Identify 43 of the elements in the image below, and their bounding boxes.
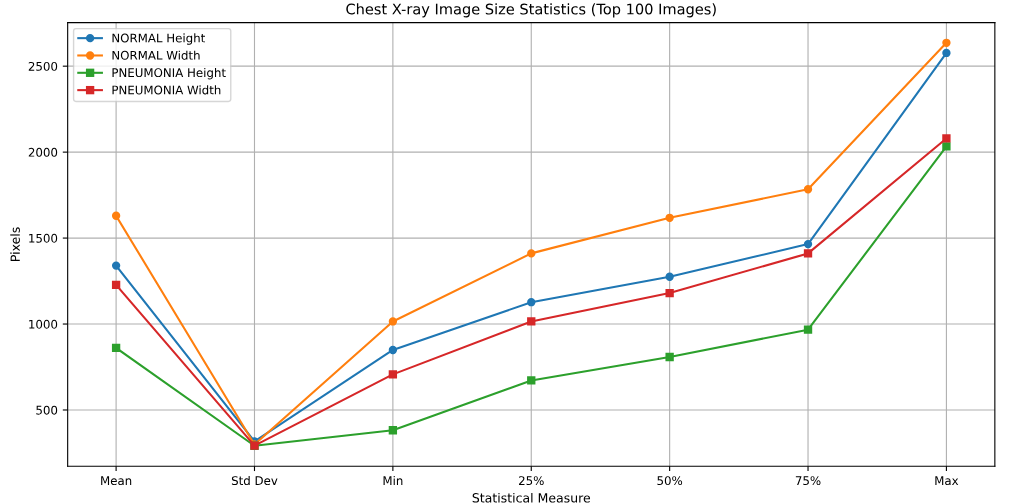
point <box>388 345 398 355</box>
point <box>388 317 398 326</box>
y-tick-label: 1000 <box>29 319 58 329</box>
point <box>527 317 536 326</box>
point <box>111 280 121 289</box>
y-tick-label: 500 <box>36 405 58 415</box>
point <box>942 142 951 151</box>
point <box>942 134 951 143</box>
point <box>665 352 674 362</box>
legend-label: PNEUMONIA Width <box>112 85 221 95</box>
point <box>527 249 536 258</box>
y-tick-label: 1500 <box>29 233 58 243</box>
point <box>803 249 813 258</box>
y-tick-label: 2500 <box>28 61 58 71</box>
x-tick-label: 50% <box>657 476 683 486</box>
legend-label: PNEUMONIA Height <box>112 67 226 80</box>
point <box>942 48 951 58</box>
point <box>111 211 121 220</box>
y-tick-label: 2000 <box>28 147 58 157</box>
point <box>665 213 674 222</box>
point <box>388 426 398 435</box>
point <box>388 370 398 379</box>
x-tick-label: 25% <box>519 476 544 486</box>
point <box>803 185 813 194</box>
point <box>803 239 813 249</box>
chart-title: Chest X-ray Image Size Statistics (Top 100 Images) <box>346 3 716 18</box>
point <box>111 261 121 270</box>
x-tick-label: Max <box>935 476 959 486</box>
x-tick-label: Mean <box>101 476 132 486</box>
y-axis-title: Pixels <box>10 227 20 261</box>
point <box>111 343 121 353</box>
x-axis-title: Statistical Measure <box>472 492 591 503</box>
x-tick-label: Std Dev <box>231 475 278 486</box>
x-tick-label: 75% <box>795 476 821 486</box>
point <box>803 325 813 334</box>
x-tick-label: Min <box>383 475 403 485</box>
point <box>665 288 674 298</box>
point <box>527 298 536 307</box>
legend-label: NORMAL Width <box>112 50 200 60</box>
point <box>942 38 951 47</box>
point <box>527 376 536 385</box>
legend-label: NORMAL Height <box>112 33 206 45</box>
point <box>665 272 674 281</box>
